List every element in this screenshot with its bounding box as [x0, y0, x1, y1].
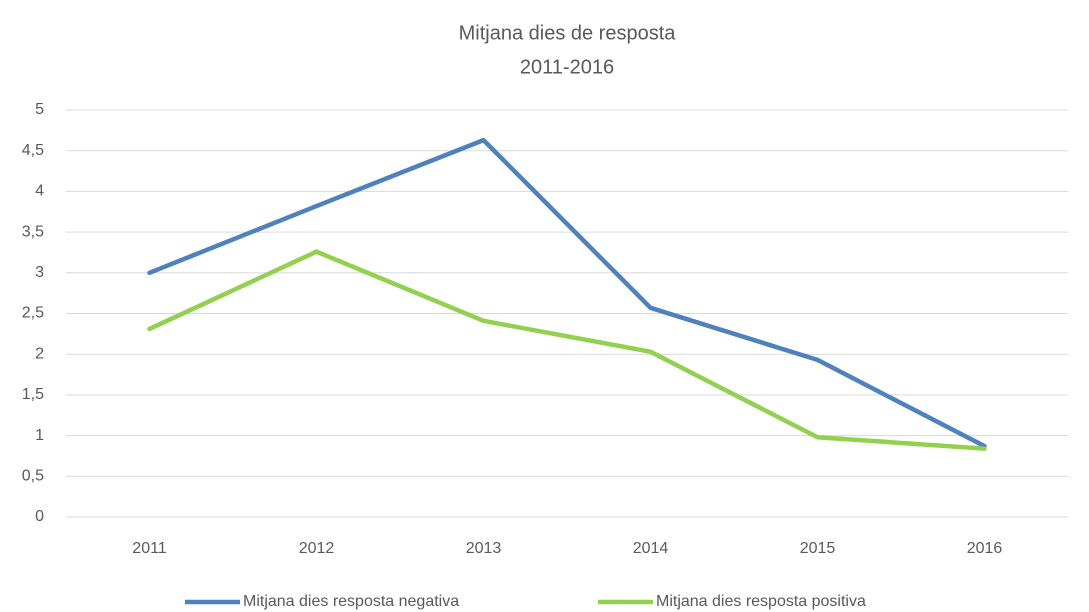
- x-tick-label: 2012: [299, 540, 335, 557]
- y-tick-label: 0: [35, 508, 44, 525]
- y-tick-label: 4: [35, 183, 44, 200]
- x-tick-label: 2014: [633, 540, 669, 557]
- x-tick-label: 2015: [800, 540, 836, 557]
- y-tick-label: 2,5: [22, 305, 44, 322]
- y-tick-label: 1: [35, 427, 44, 444]
- y-tick-label: 2: [35, 345, 44, 362]
- chart-subtitle: 2011-2016: [520, 56, 614, 78]
- y-tick-label: 0,5: [22, 468, 44, 485]
- data-line: [147, 249, 987, 451]
- legend-label: Mitjana dies resposta negativa: [243, 593, 459, 610]
- y-tick-label: 3,5: [22, 223, 44, 240]
- y-tick-label: 4,5: [22, 142, 44, 159]
- chart-title: Mitjana dies de resposta: [459, 22, 677, 44]
- data-line: [147, 137, 987, 449]
- legend-label: Mitjana dies resposta positiva: [656, 593, 866, 610]
- y-tick-label: 5: [35, 101, 44, 118]
- y-tick-label: 3: [35, 264, 44, 281]
- x-tick-label: 2016: [967, 540, 1003, 557]
- y-tick-label: 1,5: [22, 386, 44, 403]
- x-tick-label: 2011: [132, 540, 167, 557]
- x-tick-label: 2013: [466, 540, 502, 557]
